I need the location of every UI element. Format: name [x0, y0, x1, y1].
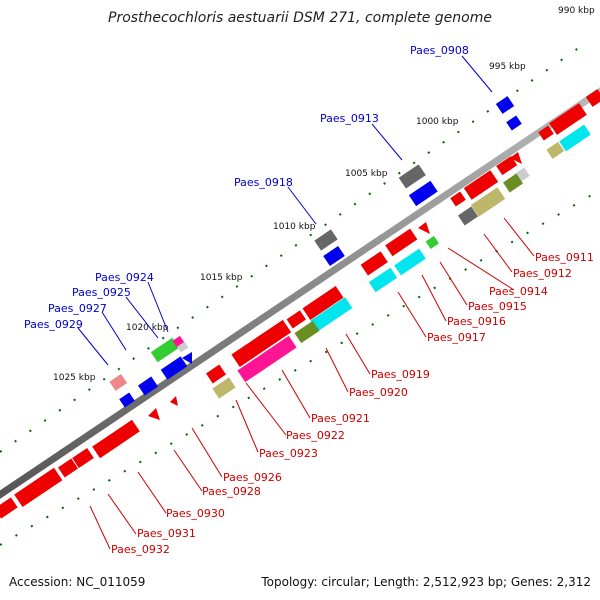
accession-text: Accession: NC_011059: [9, 575, 145, 589]
gene-reverse[interactable]: [294, 320, 320, 344]
gene-forward[interactable]: [150, 337, 180, 363]
gene-reverse[interactable]: [206, 364, 226, 384]
gene-label-reverse[interactable]: Paes_0931: [137, 527, 196, 540]
kbp-label: 1020 kbp: [126, 323, 169, 333]
kbp-label: 995 kbp: [489, 62, 526, 72]
kbp-label: 990 kbp: [558, 6, 595, 16]
gene-label-reverse[interactable]: Paes_0930: [166, 507, 225, 520]
gene-reverse[interactable]: [72, 447, 94, 469]
gene-reverse[interactable]: [463, 170, 499, 200]
gene-forward[interactable]: [323, 245, 345, 267]
gene-label-forward[interactable]: Paes_0913: [320, 112, 379, 125]
gene-reverse[interactable]: [503, 173, 523, 193]
gene-reverse[interactable]: [368, 267, 398, 293]
gene-forward[interactable]: [172, 335, 185, 348]
gene-label-forward[interactable]: Paes_0918: [234, 176, 293, 189]
gene-forward[interactable]: [408, 180, 438, 207]
gene-reverse[interactable]: [546, 141, 565, 159]
gene-label-reverse[interactable]: Paes_0922: [286, 429, 345, 442]
gene-label-reverse[interactable]: Paes_0914: [489, 285, 548, 298]
gene-label-forward[interactable]: Paes_0927: [48, 302, 107, 315]
gene-reverse[interactable]: [425, 235, 439, 249]
gene-reverse[interactable]: [237, 335, 297, 383]
gene-reverse[interactable]: [450, 191, 466, 207]
gene-forward[interactable]: [138, 376, 158, 396]
gene-reverse[interactable]: [549, 103, 587, 135]
gene-label-reverse[interactable]: Paes_0916: [447, 315, 506, 328]
gene-reverse[interactable]: [510, 152, 522, 164]
kbp-label: 1005 kbp: [345, 169, 388, 179]
gene-reverse[interactable]: [302, 286, 344, 320]
forward-genes: [109, 96, 522, 408]
gene-label-forward[interactable]: Paes_0924: [95, 271, 154, 284]
gene-label-reverse[interactable]: Paes_0917: [427, 331, 486, 344]
map-title: Prosthecochloris aestuarii DSM 271, comp…: [108, 10, 492, 26]
gene-reverse[interactable]: [231, 319, 292, 367]
gene-forward[interactable]: [506, 115, 522, 131]
gene-label-reverse[interactable]: Paes_0915: [468, 300, 527, 313]
gene-reverse[interactable]: [538, 125, 554, 141]
gene-reverse[interactable]: [418, 222, 430, 234]
gene-reverse[interactable]: [310, 297, 353, 332]
gene-reverse[interactable]: [148, 408, 160, 420]
gene-reverse[interactable]: [170, 396, 178, 406]
gene-reverse[interactable]: [212, 377, 236, 399]
gene-reverse[interactable]: [0, 497, 18, 519]
topology-text: Topology: circular; Length: 2,512,923 bp…: [260, 575, 591, 589]
reverse-leader-lines: [89, 217, 535, 550]
gene-reverse[interactable]: [496, 155, 518, 176]
gene-reverse[interactable]: [394, 248, 426, 276]
gene-forward[interactable]: [177, 341, 189, 353]
gene-reverse[interactable]: [92, 419, 140, 459]
kbp-label: 1000 kbp: [416, 117, 459, 127]
gene-label-forward[interactable]: Paes_0908: [410, 44, 469, 57]
genome-backbone: [0, 87, 600, 499]
reverse-genes: [0, 89, 600, 519]
gene-reverse[interactable]: [286, 310, 306, 329]
gene-reverse[interactable]: [585, 89, 600, 107]
gene-label-reverse[interactable]: Paes_0919: [371, 368, 430, 381]
gene-forward[interactable]: [398, 164, 426, 189]
gene-reverse[interactable]: [58, 458, 78, 478]
gene-label-reverse[interactable]: Paes_0928: [202, 485, 261, 498]
gene-forward[interactable]: [160, 356, 188, 380]
kbp-label: 1015 kbp: [200, 273, 243, 283]
gene-label-forward[interactable]: Paes_0925: [72, 286, 131, 299]
gene-label-reverse[interactable]: Paes_0911: [535, 251, 594, 264]
gene-forward[interactable]: [314, 229, 338, 251]
gene-forward[interactable]: [119, 392, 135, 408]
gene-forward[interactable]: [182, 352, 192, 364]
gene-reverse[interactable]: [470, 187, 506, 217]
gene-label-reverse[interactable]: Paes_0921: [311, 412, 370, 425]
kbp-label: 1025 kbp: [53, 373, 96, 383]
gene-label-reverse[interactable]: Paes_0912: [513, 267, 572, 280]
gene-label-reverse[interactable]: Paes_0932: [111, 543, 170, 556]
inner-tick-track: [0, 189, 600, 546]
gene-label-reverse[interactable]: Paes_0920: [349, 386, 408, 399]
gene-label-forward[interactable]: Paes_0929: [24, 318, 83, 331]
gene-forward[interactable]: [495, 96, 515, 114]
gene-reverse[interactable]: [385, 228, 418, 257]
gene-reverse[interactable]: [559, 124, 591, 152]
gene-label-reverse[interactable]: Paes_0926: [223, 471, 282, 484]
gene-forward[interactable]: [109, 373, 128, 391]
gene-reverse[interactable]: [458, 206, 478, 226]
forward-leader-lines: [77, 55, 493, 366]
gene-label-reverse[interactable]: Paes_0923: [259, 447, 318, 460]
kbp-label: 1010 kbp: [273, 222, 316, 232]
gene-reverse[interactable]: [14, 467, 63, 508]
gene-reverse[interactable]: [360, 251, 388, 276]
